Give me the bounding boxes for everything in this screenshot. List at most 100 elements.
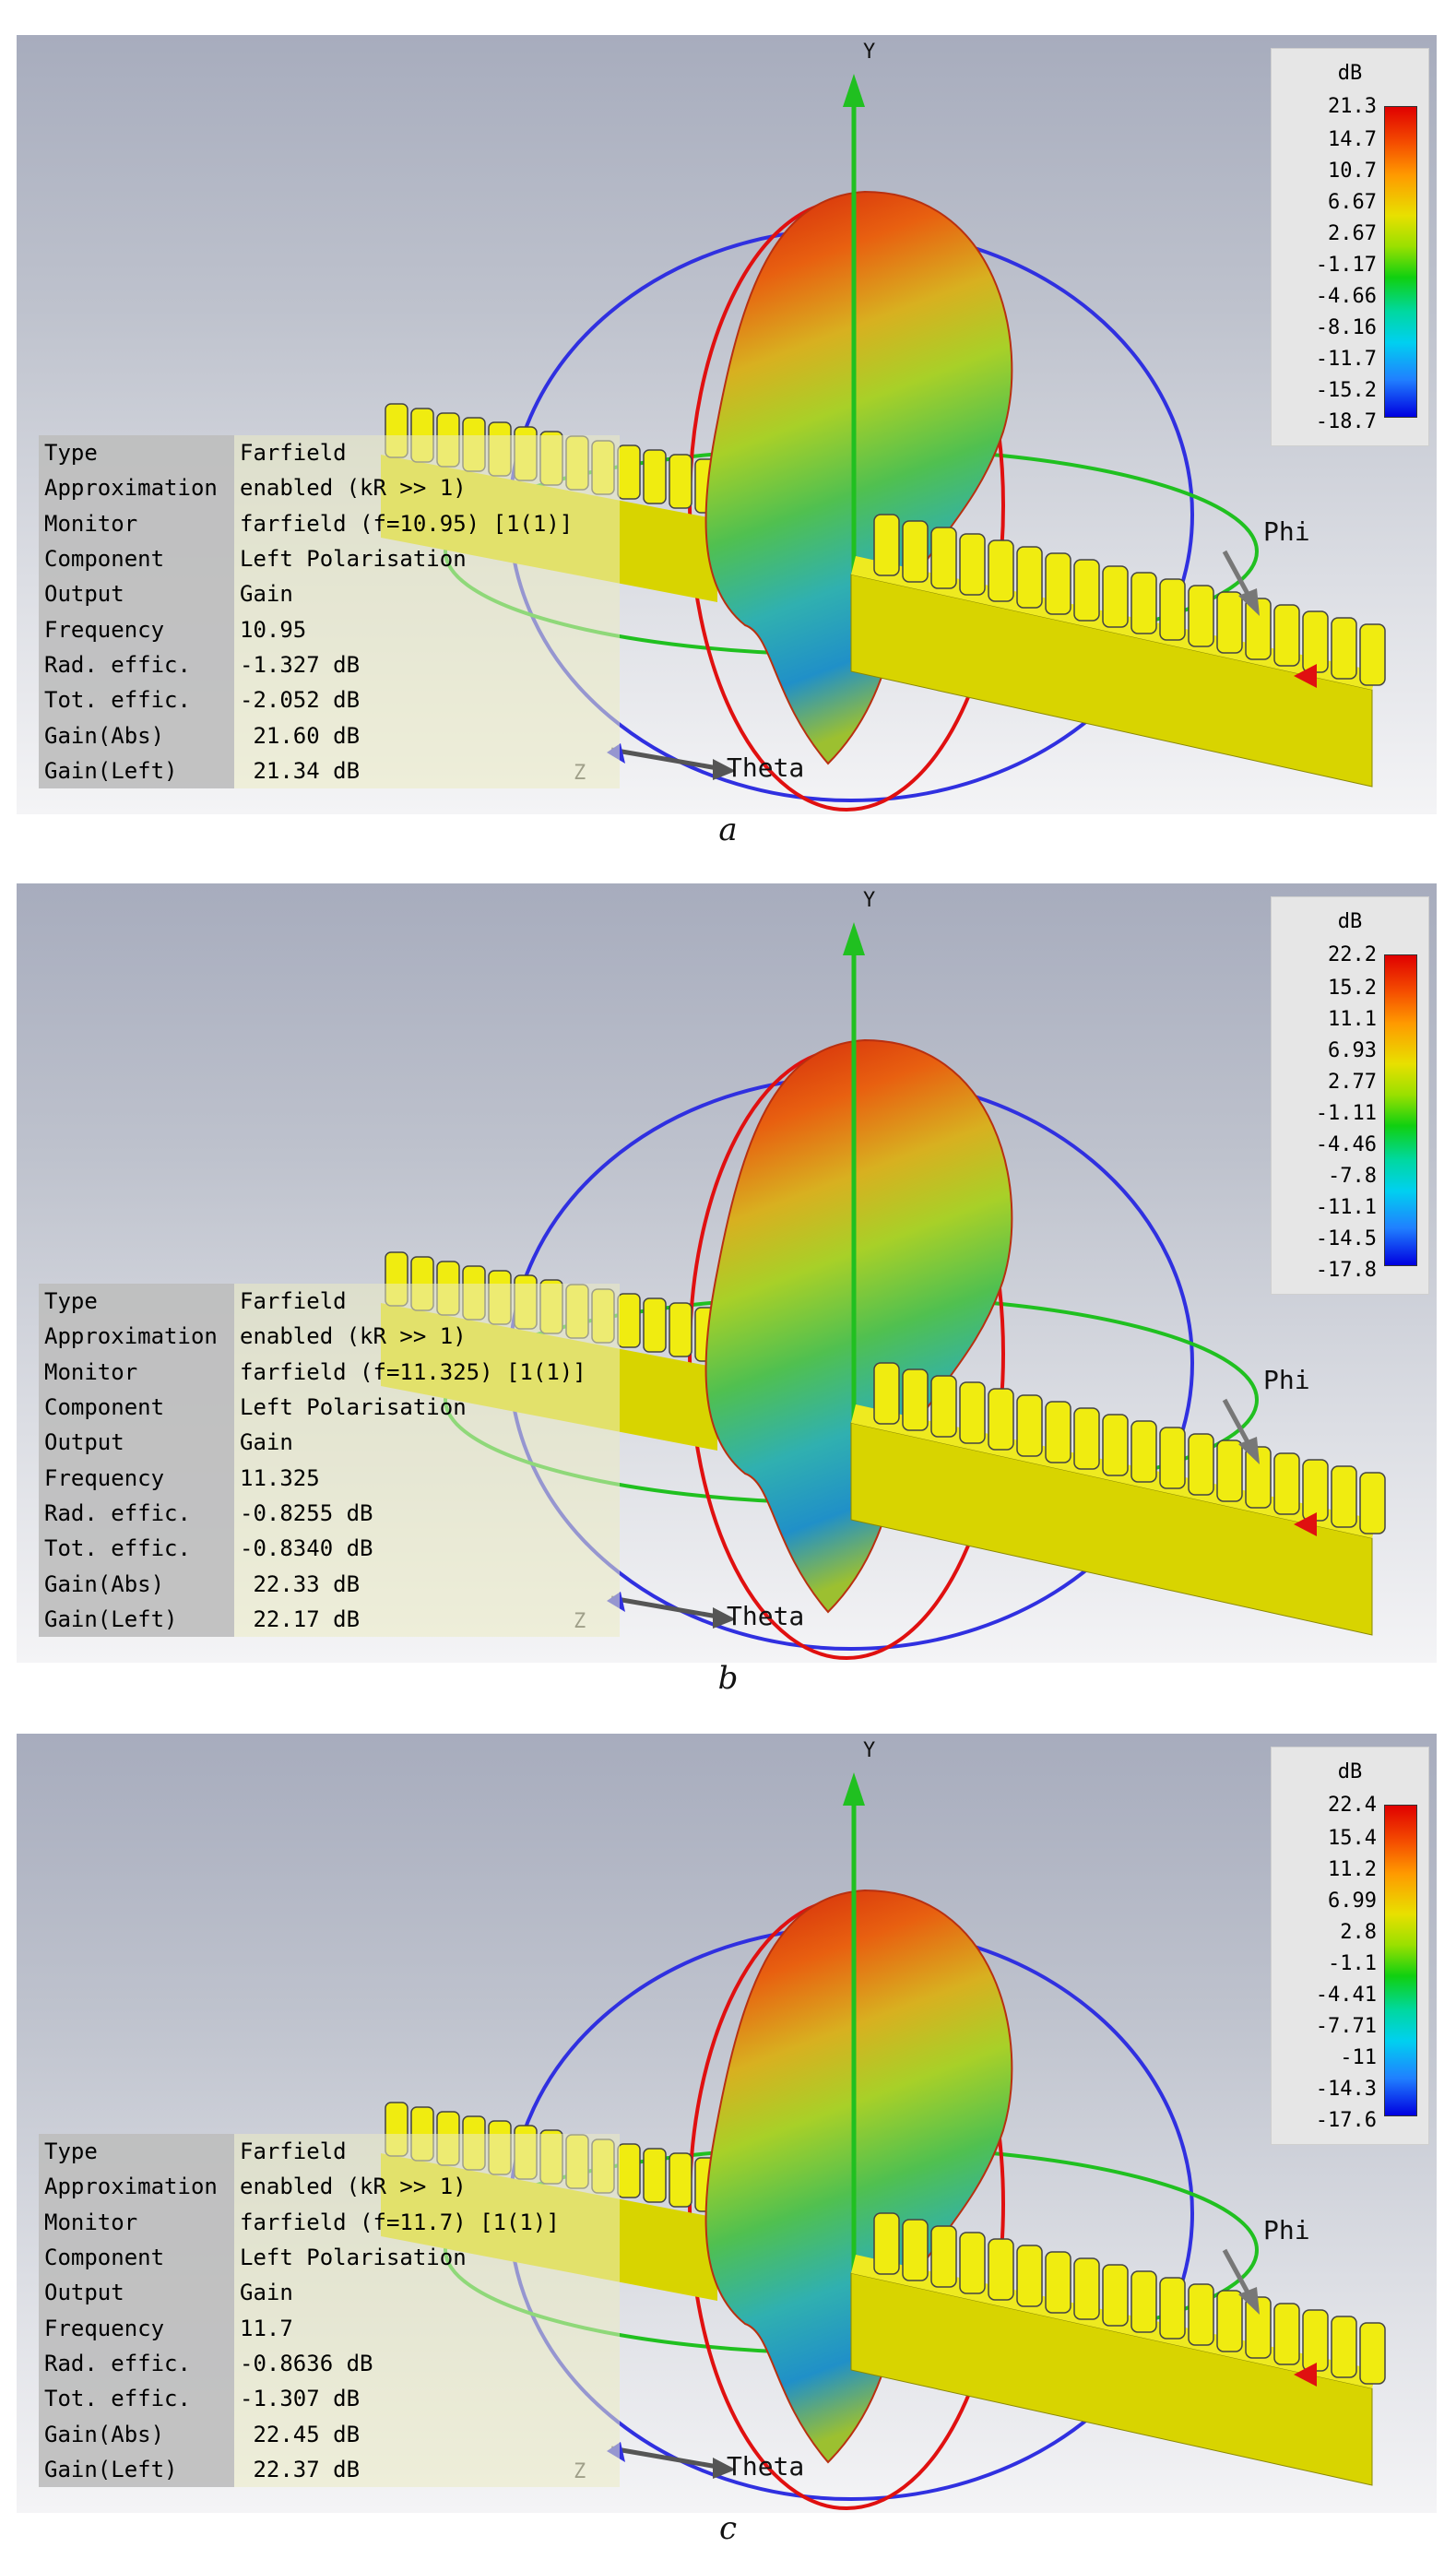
array-front xyxy=(850,2212,1386,2486)
array-element xyxy=(1016,1394,1043,1457)
info-row: Type Farfield xyxy=(39,2134,620,2170)
array-element xyxy=(1102,2264,1129,2327)
info-key: Monitor xyxy=(39,2204,234,2240)
array-element xyxy=(902,520,929,583)
info-key: Rad. effic. xyxy=(39,2345,234,2382)
legend-tick-label: -7.8 xyxy=(1328,1165,1377,1188)
array-element xyxy=(1016,2245,1043,2307)
port-marker xyxy=(1294,664,1317,688)
array-element xyxy=(1188,2283,1214,2346)
array-element xyxy=(1130,572,1157,634)
y-axis-arrow xyxy=(843,1772,865,1806)
array-element xyxy=(1359,2322,1386,2385)
legend-tick-label: -1.17 xyxy=(1315,254,1377,277)
info-row: Frequency 10.95 xyxy=(39,611,620,647)
info-value: -1.307 dB xyxy=(234,2381,620,2417)
color-legend: dB 22.2 15.2 11.1 6.93 2.77 -1.11 -4.46 -7.8 -11… xyxy=(1271,896,1429,1295)
phi-axis-label: Phi xyxy=(1263,1365,1310,1395)
array-element xyxy=(1045,2251,1071,2314)
info-key: Gain(Abs) xyxy=(39,1566,234,1602)
y-axis-arrow xyxy=(843,74,865,107)
info-value: Gain xyxy=(234,576,620,612)
info-row: Component Left Polarisation xyxy=(39,540,620,577)
array-element xyxy=(1159,2277,1186,2340)
array-element xyxy=(1302,2309,1329,2372)
farfield-panel-b: YPhiThetaZ dB 22.215.211.16.932.77-1.11-… xyxy=(17,883,1437,1663)
info-value: -0.8255 dB xyxy=(234,1495,620,1532)
info-row: Gain(Left) 21.34 dB xyxy=(39,752,620,788)
legend-tick-label: -15.2 xyxy=(1315,379,1377,402)
array-element xyxy=(1102,565,1129,628)
color-legend: dB 22.4 15.4 11.2 6.99 2.8 -1.1 -4.41 -7.71 -11 -… xyxy=(1271,1747,1429,2145)
legend-tick-label: -17.8 xyxy=(1315,1259,1377,1282)
info-key: Output xyxy=(39,2275,234,2311)
theta-axis-label: Theta xyxy=(727,1601,805,1631)
legend-tick-label: 22.2 xyxy=(1328,943,1377,966)
info-row: Rad. effic. -0.8636 dB xyxy=(39,2345,620,2382)
info-value: farfield (f=11.325) [1(1)] xyxy=(234,1354,620,1390)
info-key: Tot. effic. xyxy=(39,1531,234,1567)
array-element xyxy=(1302,1459,1329,1522)
info-row: Monitor farfield (f=11.325) [1(1)] xyxy=(39,1354,620,1390)
legend-tick-label: -14.3 xyxy=(1315,2078,1377,2101)
array-element xyxy=(617,1293,641,1348)
array-element xyxy=(669,2152,692,2208)
info-row: Gain(Abs) 21.60 dB xyxy=(39,717,620,753)
info-value: Gain xyxy=(234,1425,620,1461)
info-row: Gain(Left) 22.37 dB xyxy=(39,2451,620,2487)
radiation-pattern xyxy=(704,190,1013,765)
legend-tick-label: 6.93 xyxy=(1328,1039,1377,1062)
array-element xyxy=(1245,598,1272,660)
array-element xyxy=(873,514,900,576)
info-value: -0.8636 dB xyxy=(234,2345,620,2382)
array-element xyxy=(902,2219,929,2281)
array-element xyxy=(873,2212,900,2275)
info-row: Monitor farfield (f=10.95) [1(1)] xyxy=(39,505,620,541)
info-row: Component Left Polarisation xyxy=(39,2239,620,2276)
y-axis-label: Y xyxy=(863,889,876,912)
info-key: Gain(Abs) xyxy=(39,717,234,753)
legend-tick-label: -11.7 xyxy=(1315,348,1377,371)
info-row: Output Gain xyxy=(39,1425,620,1461)
legend-ticks: 22.4 15.4 11.2 6.99 2.8 -1.1 -4.41 -7.71 -11 -14.… xyxy=(1277,1794,1377,2132)
array-element xyxy=(1188,1433,1214,1496)
info-key: Gain(Left) xyxy=(39,1601,234,1637)
array-element xyxy=(930,1375,957,1438)
info-key: Gain(Left) xyxy=(39,2451,234,2487)
result-info-table: Type Farfield Approximation enabled (kR >> … xyxy=(39,1284,620,1637)
array-element xyxy=(1331,617,1357,680)
info-row: Component Left Polarisation xyxy=(39,1389,620,1426)
info-row: Frequency 11.325 xyxy=(39,1460,620,1496)
array-element xyxy=(1216,1439,1243,1502)
array-element xyxy=(1331,1465,1357,1528)
info-value: farfield (f=11.7) [1(1)] xyxy=(234,2204,620,2240)
info-value: 22.37 dB xyxy=(234,2451,620,2487)
legend-ticks: 21.3 14.7 10.7 6.67 2.67 -1.17 -4.66 -8.16 -11.7… xyxy=(1277,95,1377,433)
result-info-table: Type Farfield Approximation enabled (kR >> … xyxy=(39,2134,620,2487)
info-row: Type Farfield xyxy=(39,435,620,471)
color-legend: dB 21.3 14.7 10.7 6.67 2.67 -1.17 -4.66 -8.16 -1… xyxy=(1271,48,1429,446)
info-value: -2.052 dB xyxy=(234,682,620,718)
info-key: Component xyxy=(39,1389,234,1426)
info-value: Left Polarisation xyxy=(234,2239,620,2276)
y-axis-label: Y xyxy=(863,41,876,64)
phi-axis-label: Phi xyxy=(1263,2215,1310,2245)
info-key: Output xyxy=(39,576,234,612)
info-value: 22.17 dB xyxy=(234,1601,620,1637)
legend-tick-label: 14.7 xyxy=(1328,128,1377,151)
legend-tick-label: -11.1 xyxy=(1315,1196,1377,1219)
info-row: Gain(Abs) 22.33 dB xyxy=(39,1566,620,1602)
legend-tick-label: 22.4 xyxy=(1328,1794,1377,1817)
info-row: Tot. effic. -2.052 dB xyxy=(39,682,620,718)
info-value: Farfield xyxy=(234,1284,620,1320)
phi-axis-label: Phi xyxy=(1263,516,1310,547)
array-element xyxy=(1216,591,1243,654)
theta-axis-arrow xyxy=(713,1607,736,1629)
theta-axis xyxy=(610,2446,718,2470)
theta-axis xyxy=(610,1595,718,1619)
info-row: Approximation enabled (kR >> 1) xyxy=(39,1319,620,1355)
y-axis-label: Y xyxy=(863,1739,876,1762)
array-element xyxy=(1130,1420,1157,1483)
legend-unit: dB xyxy=(1337,910,1363,933)
legend-color-bar xyxy=(1384,954,1417,1266)
